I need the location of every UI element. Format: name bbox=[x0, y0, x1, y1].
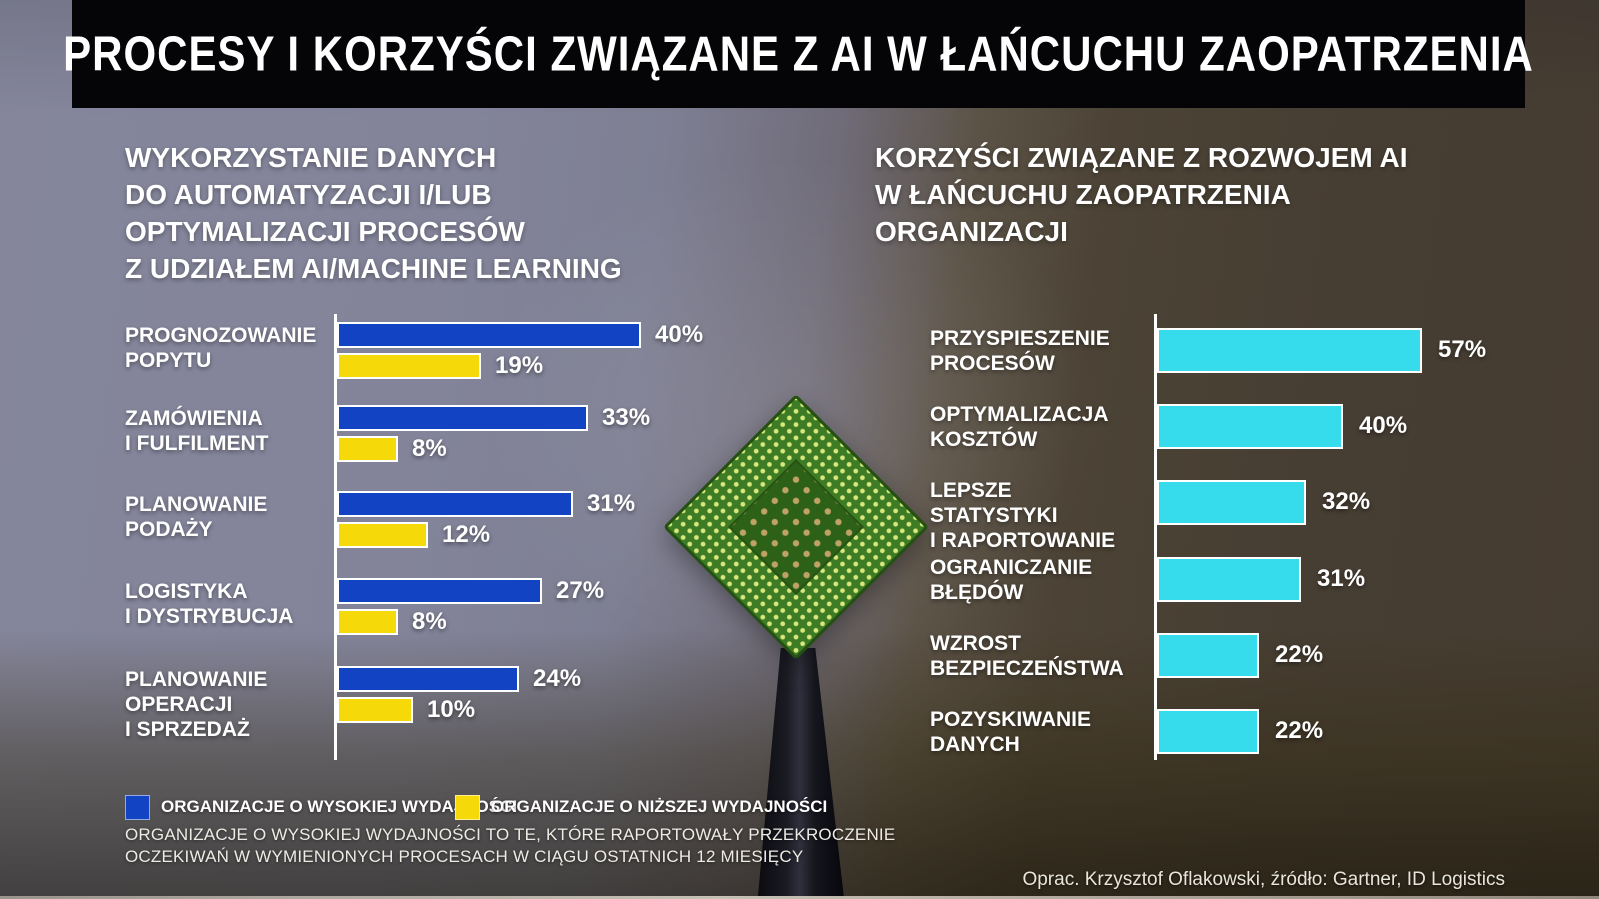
category-label: PROGNOZOWANIE POPYTU bbox=[125, 324, 317, 372]
value-label-benefit: 22% bbox=[1275, 641, 1324, 668]
bar-high-performers bbox=[337, 322, 641, 348]
bar-high-performers bbox=[337, 578, 542, 604]
legend-swatch-high-performers bbox=[125, 794, 150, 820]
bar-benefit bbox=[1157, 404, 1343, 449]
desk-edge-highlight bbox=[0, 896, 1599, 899]
category-label: PLANOWANIE OPERACJI I SPRZEDAŻ bbox=[125, 668, 268, 741]
right-chart-title: KORZYŚCI ZWIĄZANE Z ROZWOJEM AI W ŁAŃCUC… bbox=[875, 142, 1408, 247]
bar-benefit bbox=[1157, 709, 1259, 754]
legend-swatch-low-performers bbox=[455, 794, 480, 820]
legend-label-low-performers: ORGANIZACJE O NIŻSZEJ WYDAJNOŚCI bbox=[491, 797, 828, 816]
value-label-low: 8% bbox=[412, 608, 447, 635]
value-label-low: 12% bbox=[442, 521, 491, 548]
legend-label-high-performers: ORGANIZACJE O WYSOKIEJ WYDAJNOŚCI bbox=[161, 797, 518, 816]
value-label-low: 19% bbox=[495, 352, 544, 379]
bar-low-performers bbox=[337, 353, 481, 379]
left-chart-title: WYKORZYSTANIE DANYCH DO AUTOMATYZACJI I/… bbox=[125, 142, 622, 284]
value-label-high: 33% bbox=[602, 404, 651, 431]
header-bar: PROCESY I KORZYŚCI ZWIĄZANE Z AI W ŁAŃCU… bbox=[63, 0, 1533, 108]
category-label: LEPSZE STATYSTYKI I RAPORTOWANIE bbox=[930, 479, 1116, 552]
bar-low-performers bbox=[337, 609, 398, 635]
right-chart-axis-line bbox=[1154, 314, 1157, 760]
bar-low-performers bbox=[337, 522, 428, 548]
cpu-chip-core bbox=[728, 459, 864, 595]
value-label-benefit: 32% bbox=[1322, 488, 1371, 515]
value-label-benefit: 40% bbox=[1359, 412, 1408, 439]
category-label: WZROST BEZPIECZEŃSTWA bbox=[930, 632, 1124, 680]
bar-benefit bbox=[1157, 557, 1301, 602]
source-credit: Oprac. Krzysztof Oflakowski, źródło: Gar… bbox=[1022, 869, 1505, 890]
bar-high-performers bbox=[337, 491, 573, 517]
left-chart-axis-line bbox=[334, 314, 337, 760]
category-label: LOGISTYKA I DYSTRYBUCJA bbox=[125, 580, 294, 628]
value-label-benefit: 57% bbox=[1438, 336, 1487, 363]
category-label: ZAMÓWIENIA I FULFILMENT bbox=[125, 407, 269, 455]
bar-high-performers bbox=[337, 405, 588, 431]
value-label-benefit: 31% bbox=[1317, 565, 1366, 592]
value-label-benefit: 22% bbox=[1275, 717, 1324, 744]
bar-high-performers bbox=[337, 666, 519, 692]
value-label-low: 8% bbox=[412, 435, 447, 462]
category-label: POZYSKIWANIE DANYCH bbox=[930, 708, 1092, 756]
category-label: PRZYSPIESZENIE PROCESÓW bbox=[930, 327, 1110, 375]
bar-low-performers bbox=[337, 436, 398, 462]
value-label-high: 27% bbox=[556, 577, 605, 604]
bar-low-performers bbox=[337, 697, 413, 723]
value-label-high: 31% bbox=[587, 490, 636, 517]
footnote: ORGANIZACJE O WYSOKIEJ WYDAJNOŚCI TO TE,… bbox=[125, 825, 896, 866]
bar-benefit bbox=[1157, 633, 1259, 678]
value-label-high: 40% bbox=[655, 321, 704, 348]
category-label: OPTYMALIZACJA KOSZTÓW bbox=[930, 403, 1109, 451]
bar-benefit bbox=[1157, 480, 1306, 525]
page-title: PROCESY I KORZYŚCI ZWIĄZANE Z AI W ŁAŃCU… bbox=[63, 25, 1534, 82]
category-label: PLANOWANIE PODAŻY bbox=[125, 493, 268, 541]
value-label-high: 24% bbox=[533, 665, 582, 692]
category-label: OGRANICZANIE BŁĘDÓW bbox=[930, 556, 1093, 604]
bar-benefit bbox=[1157, 328, 1422, 373]
value-label-low: 10% bbox=[427, 696, 476, 723]
legend-item-low-performers: ORGANIZACJE O NIŻSZEJ WYDAJNOŚCI bbox=[455, 794, 827, 820]
legend-item-high-performers: ORGANIZACJE O WYSOKIEJ WYDAJNOŚCI bbox=[125, 794, 517, 820]
cpu-chip-photo bbox=[663, 394, 929, 660]
